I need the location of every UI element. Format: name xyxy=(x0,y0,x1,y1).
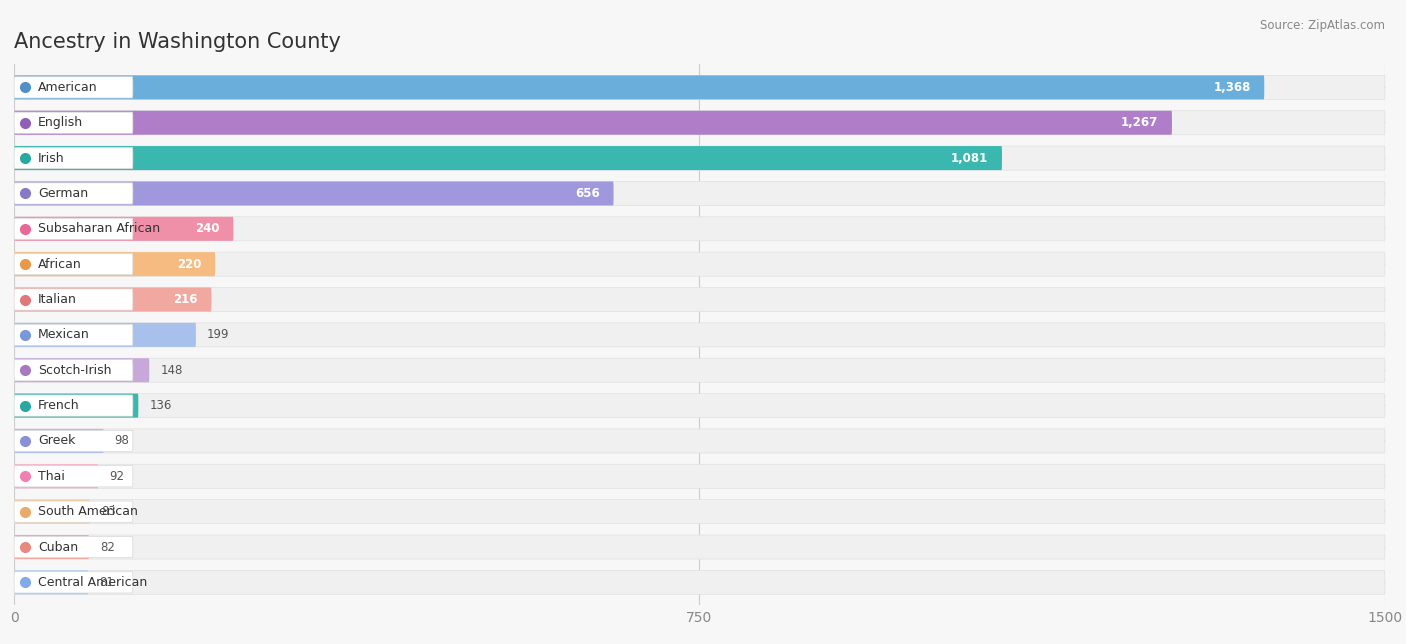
Text: 98: 98 xyxy=(115,435,129,448)
FancyBboxPatch shape xyxy=(14,252,1385,276)
FancyBboxPatch shape xyxy=(14,500,1385,524)
Text: 220: 220 xyxy=(177,258,201,270)
Text: French: French xyxy=(38,399,80,412)
Text: 83: 83 xyxy=(101,505,115,518)
FancyBboxPatch shape xyxy=(14,535,89,559)
Text: 199: 199 xyxy=(207,328,229,341)
FancyBboxPatch shape xyxy=(14,395,132,416)
FancyBboxPatch shape xyxy=(14,359,132,381)
FancyBboxPatch shape xyxy=(14,358,149,383)
FancyBboxPatch shape xyxy=(14,287,211,312)
FancyBboxPatch shape xyxy=(14,146,1385,170)
FancyBboxPatch shape xyxy=(14,466,132,487)
Text: Central American: Central American xyxy=(38,576,148,589)
FancyBboxPatch shape xyxy=(14,111,1385,135)
Text: Thai: Thai xyxy=(38,470,65,483)
FancyBboxPatch shape xyxy=(14,430,132,451)
FancyBboxPatch shape xyxy=(14,393,138,417)
FancyBboxPatch shape xyxy=(14,429,1385,453)
FancyBboxPatch shape xyxy=(14,535,1385,559)
FancyBboxPatch shape xyxy=(14,146,1002,170)
Text: Irish: Irish xyxy=(38,151,65,165)
Text: German: German xyxy=(38,187,89,200)
FancyBboxPatch shape xyxy=(14,182,1385,205)
Text: Italian: Italian xyxy=(38,293,77,306)
FancyBboxPatch shape xyxy=(14,218,132,240)
Text: 1,267: 1,267 xyxy=(1121,116,1159,129)
FancyBboxPatch shape xyxy=(14,501,132,522)
FancyBboxPatch shape xyxy=(14,112,132,133)
Text: American: American xyxy=(38,81,97,94)
FancyBboxPatch shape xyxy=(14,183,132,204)
FancyBboxPatch shape xyxy=(14,325,132,345)
Text: Greek: Greek xyxy=(38,435,75,448)
Text: 81: 81 xyxy=(98,576,114,589)
Text: English: English xyxy=(38,116,83,129)
FancyBboxPatch shape xyxy=(14,77,132,98)
Text: African: African xyxy=(38,258,82,270)
Text: 1,368: 1,368 xyxy=(1213,81,1250,94)
FancyBboxPatch shape xyxy=(14,464,1385,488)
FancyBboxPatch shape xyxy=(14,75,1264,99)
FancyBboxPatch shape xyxy=(14,572,132,593)
Text: Ancestry in Washington County: Ancestry in Washington County xyxy=(14,32,340,52)
Text: 1,081: 1,081 xyxy=(950,151,988,165)
Text: 216: 216 xyxy=(173,293,198,306)
FancyBboxPatch shape xyxy=(14,393,1385,417)
Text: Source: ZipAtlas.com: Source: ZipAtlas.com xyxy=(1260,19,1385,32)
Text: Mexican: Mexican xyxy=(38,328,90,341)
FancyBboxPatch shape xyxy=(14,358,1385,383)
Text: Cuban: Cuban xyxy=(38,540,77,554)
FancyBboxPatch shape xyxy=(14,323,1385,347)
Text: 82: 82 xyxy=(100,540,115,554)
FancyBboxPatch shape xyxy=(14,323,195,347)
Text: 148: 148 xyxy=(160,364,183,377)
FancyBboxPatch shape xyxy=(14,287,1385,312)
Text: South American: South American xyxy=(38,505,138,518)
FancyBboxPatch shape xyxy=(14,252,215,276)
Text: 92: 92 xyxy=(110,470,124,483)
FancyBboxPatch shape xyxy=(14,182,613,205)
FancyBboxPatch shape xyxy=(14,75,1385,99)
Text: Scotch-Irish: Scotch-Irish xyxy=(38,364,111,377)
FancyBboxPatch shape xyxy=(14,536,132,558)
Text: 136: 136 xyxy=(149,399,172,412)
Text: 656: 656 xyxy=(575,187,600,200)
FancyBboxPatch shape xyxy=(14,429,104,453)
FancyBboxPatch shape xyxy=(14,111,1173,135)
FancyBboxPatch shape xyxy=(14,217,1385,241)
FancyBboxPatch shape xyxy=(14,254,132,275)
FancyBboxPatch shape xyxy=(14,217,233,241)
FancyBboxPatch shape xyxy=(14,571,89,594)
FancyBboxPatch shape xyxy=(14,571,1385,594)
FancyBboxPatch shape xyxy=(14,289,132,310)
Text: Subsaharan African: Subsaharan African xyxy=(38,222,160,235)
Text: 240: 240 xyxy=(195,222,219,235)
FancyBboxPatch shape xyxy=(14,464,98,488)
FancyBboxPatch shape xyxy=(14,147,132,169)
FancyBboxPatch shape xyxy=(14,500,90,524)
